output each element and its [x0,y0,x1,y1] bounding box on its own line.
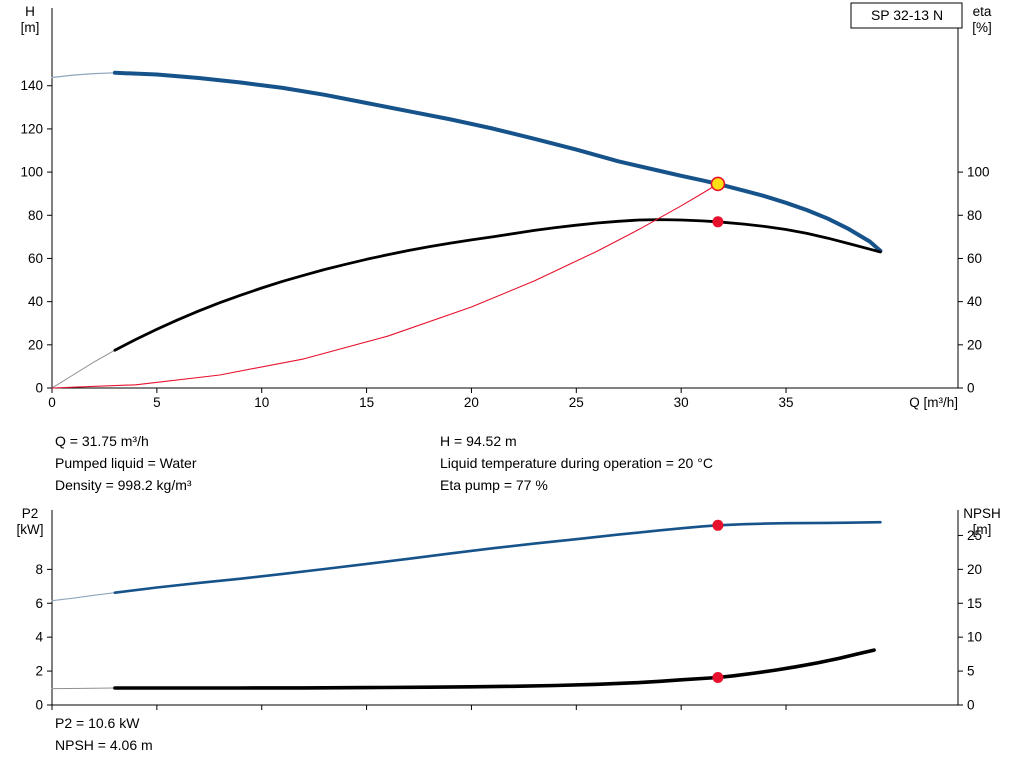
x-tick-label: 25 [569,395,584,410]
power-npsh-chart: 0 2 4 6 8 P2[kW] 0 5 10 15 20 25 NPSH[m] [17,506,1001,713]
right-tick-label: 0 [967,698,975,713]
head-efficiency-chart: 0 5 10 15 20 25 30 35 Q [m³/h] 0 20 40 60 80 100 120 140… [20,2,992,410]
x-tick-label: 20 [464,395,479,410]
left-tick-label: 60 [28,251,43,266]
right-tick-label: 5 [967,664,975,679]
right-tick-label: 60 [967,251,982,266]
left-tick-label: 80 [28,208,43,223]
right-tick-label: 20 [967,337,982,352]
left-tick-label: 8 [35,562,43,577]
right-tick-label: 40 [967,294,982,309]
right-tick-label: 15 [967,596,982,611]
left-tick-label: 20 [28,337,43,352]
duty-info-right-column: H = 94.52 m Liquid temperature during op… [440,430,713,496]
right-tick-label: 100 [967,165,990,180]
x-tick-label: 5 [153,395,161,410]
right-axis-label: eta [973,4,992,19]
system-curve [51,183,719,389]
head-value-text: H = 94.52 m [440,433,517,449]
right-tick-label: 10 [967,630,982,645]
power-curve [113,520,882,594]
left-axis-label: [kW] [17,522,44,537]
duty-point-npsh [712,672,724,683]
head-curve [112,70,883,253]
duty-info-left-column: Q = 31.75 m³/h Pumped liquid = Water Den… [55,430,197,496]
right-tick-label: 0 [967,381,975,396]
left-axis-label: P2 [22,506,39,521]
pump-name-box [850,2,963,29]
head-curve-lead-in [51,72,116,79]
left-axis-label: [m] [21,20,40,35]
right-axis-label: NPSH [963,506,1001,521]
pumped-liquid-text: Pumped liquid = Water [55,455,197,471]
power-npsh-info: P2 = 10.6 kW NPSH = 4.06 m [55,712,153,756]
x-tick-label: 10 [254,395,269,410]
left-tick-label: 0 [35,698,43,713]
npsh-value-text: NPSH = 4.06 m [55,737,153,753]
left-tick-label: 0 [35,381,43,396]
left-tick-label: 120 [20,121,43,136]
npsh-curve-lead-in [51,687,116,690]
x-axis-label: Q [m³/h] [909,395,958,410]
p2-value-text: P2 = 10.6 kW [55,715,140,731]
x-tick-label: 0 [48,395,56,410]
density-text: Density = 998.2 kg/m³ [55,477,192,493]
right-axis-label: [m] [973,522,992,537]
duty-point-head [710,176,726,192]
duty-point-efficiency [712,216,724,228]
duty-point-power [712,519,724,531]
x-tick-label: 35 [779,395,794,410]
eta-pump-text: Eta pump = 77 % [440,477,548,493]
right-tick-label: 20 [967,562,982,577]
left-axis-label: H [25,4,35,19]
pump-name: SP 32-13 N [871,7,943,23]
efficiency-curve [113,218,882,352]
right-tick-label: 80 [967,208,982,223]
left-tick-label: 2 [35,664,43,679]
right-tick-label: 25 [967,528,982,543]
left-tick-label: 6 [35,596,43,611]
efficiency-curve-lead-in [51,349,116,389]
left-tick-label: 140 [20,78,43,93]
x-tick-label: 15 [359,395,374,410]
x-tick-label: 30 [674,395,689,410]
flow-value-text: Q = 31.75 m³/h [55,433,149,449]
npsh-curve [113,648,876,690]
power-curve-lead-in [51,592,116,602]
left-tick-label: 100 [20,165,43,180]
left-tick-label: 40 [28,294,43,309]
right-axis-label: [%] [972,20,992,35]
left-tick-label: 4 [35,630,43,645]
liquid-temperature-text: Liquid temperature during operation = 20… [440,455,713,471]
